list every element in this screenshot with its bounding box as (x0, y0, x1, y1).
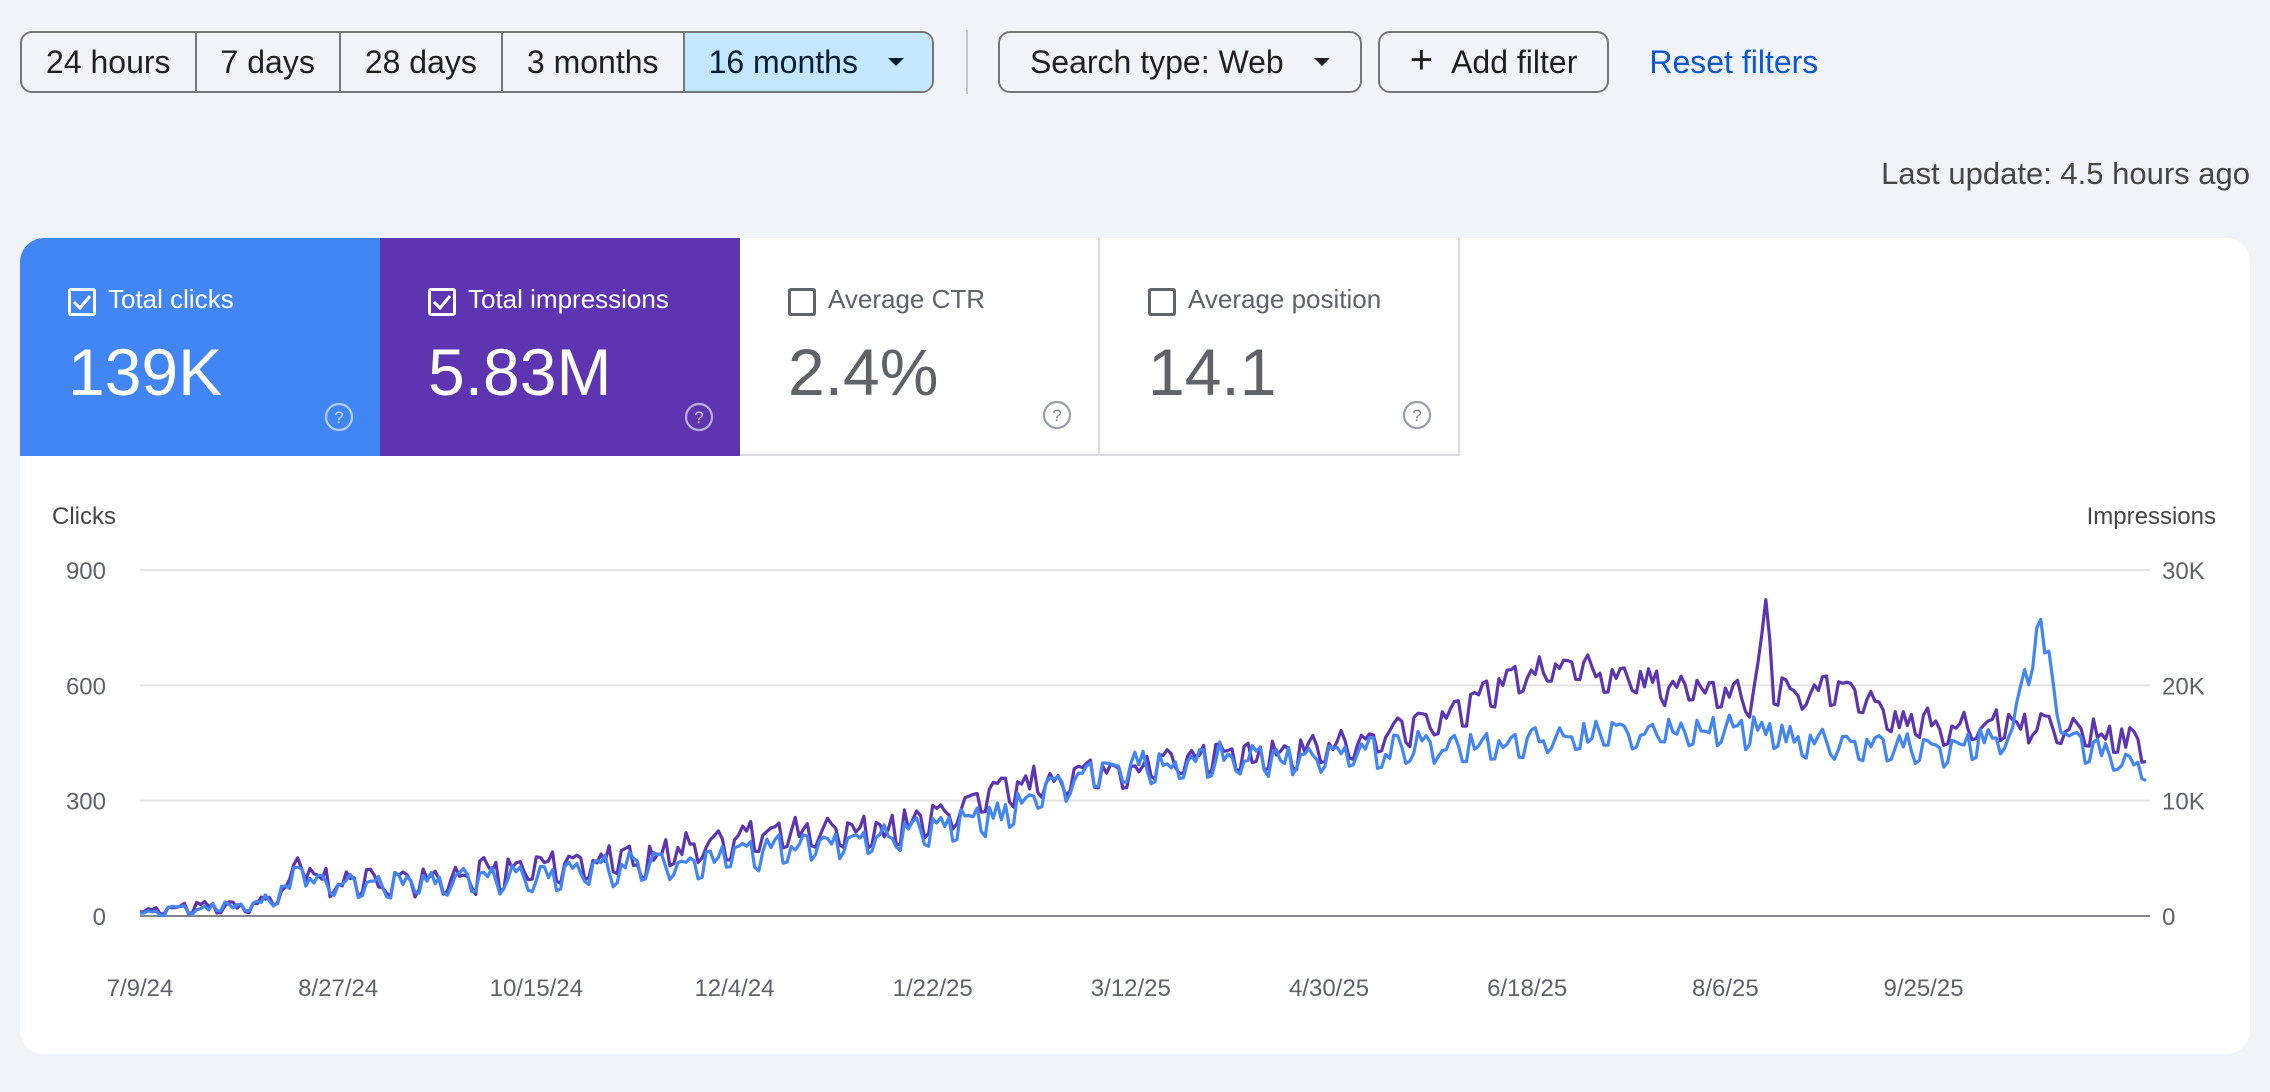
checkbox-checked-icon[interactable] (428, 288, 456, 316)
x-tick-label: 1/22/25 (893, 975, 973, 1002)
x-tick-label: 8/27/24 (298, 975, 378, 1002)
x-tick-label: 10/15/24 (490, 975, 583, 1002)
divider (965, 30, 968, 94)
right-tick-label: 20K (2162, 673, 2205, 700)
search-type-dropdown[interactable]: Search type: Web (997, 31, 1362, 93)
filter-bar: 24 hours 7 days 28 days 3 months 16 mont… (20, 30, 1818, 94)
search-type-label: Search type: Web (1029, 43, 1284, 80)
add-filter-label: Add filter (1451, 43, 1578, 80)
help-icon[interactable]: ? (1402, 400, 1432, 430)
checkbox-unchecked-icon[interactable] (1148, 288, 1176, 316)
x-tick-label: 7/9/24 (107, 975, 174, 1002)
range-16-months-label: 16 months (708, 43, 858, 80)
metric-label: Total impressions (468, 284, 669, 314)
left-tick-label: 300 (66, 789, 106, 816)
plus-icon: + (1409, 38, 1434, 82)
help-icon[interactable]: ? (684, 402, 714, 432)
metric-average-position[interactable]: Average position 14.1 ? (1100, 238, 1460, 456)
range-3-months[interactable]: 3 months (503, 33, 685, 91)
range-16-months[interactable]: 16 months (684, 33, 932, 91)
svg-text:?: ? (334, 408, 343, 427)
help-icon[interactable]: ? (324, 402, 354, 432)
metric-label: Average position (1188, 284, 1382, 314)
last-update-text: Last update: 4.5 hours ago (1881, 156, 2250, 191)
range-7-days[interactable]: 7 days (197, 33, 341, 91)
metric-total-clicks[interactable]: Total clicks 139K ? (20, 238, 380, 456)
x-tick-label: 8/6/25 (1692, 975, 1759, 1002)
right-axis-title: Impressions (2087, 503, 2216, 530)
x-tick-label: 4/30/25 (1289, 975, 1369, 1002)
range-24-hours[interactable]: 24 hours (22, 33, 197, 91)
checkbox-checked-icon[interactable] (68, 288, 96, 316)
x-tick-label: 6/18/25 (1487, 975, 1567, 1002)
metric-value: 2.4% (788, 335, 939, 409)
right-tick-label: 0 (2162, 904, 2175, 931)
metric-tabs: Total clicks 139K ? Total impressions 5.… (20, 238, 1460, 456)
svg-text:?: ? (1412, 406, 1421, 425)
metric-average-ctr[interactable]: Average CTR 2.4% ? (740, 238, 1100, 456)
range-28-days[interactable]: 28 days (341, 33, 503, 91)
metric-label: Total clicks (108, 284, 234, 314)
svg-text:?: ? (1052, 406, 1061, 425)
left-tick-label: 600 (66, 673, 106, 700)
metric-label: Average CTR (828, 284, 986, 314)
add-filter-button[interactable]: + Add filter (1377, 31, 1610, 93)
x-tick-label: 3/12/25 (1091, 975, 1171, 1002)
x-tick-label: 9/25/25 (1883, 975, 1963, 1002)
series-line-clicks (139, 617, 2147, 917)
x-tick-label: 12/4/24 (694, 975, 774, 1002)
performance-chart: Clicks Impressions 0 300 600 900 0 10K 20K 30K 7/9… (52, 503, 2216, 1002)
caret-down-icon (887, 58, 904, 66)
left-tick-label: 0 (93, 904, 106, 931)
date-range-selector: 24 hours 7 days 28 days 3 months 16 mont… (20, 31, 934, 93)
checkbox-unchecked-icon[interactable] (788, 288, 816, 316)
metric-value: 5.83M (428, 335, 612, 409)
svg-text:?: ? (694, 408, 703, 427)
help-icon[interactable]: ? (1042, 400, 1072, 430)
metric-value: 139K (68, 335, 223, 409)
left-axis-title: Clicks (52, 503, 116, 530)
left-tick-label: 900 (66, 558, 106, 585)
metric-value: 14.1 (1148, 335, 1277, 409)
caret-down-icon (1313, 58, 1330, 66)
performance-card: Total clicks 139K ? Total impressions 5.… (20, 238, 2250, 1054)
right-tick-label: 30K (2162, 558, 2205, 585)
reset-filters-link[interactable]: Reset filters (1649, 43, 1819, 80)
right-tick-label: 10K (2162, 789, 2205, 816)
metric-total-impressions[interactable]: Total impressions 5.83M ? (380, 238, 740, 456)
